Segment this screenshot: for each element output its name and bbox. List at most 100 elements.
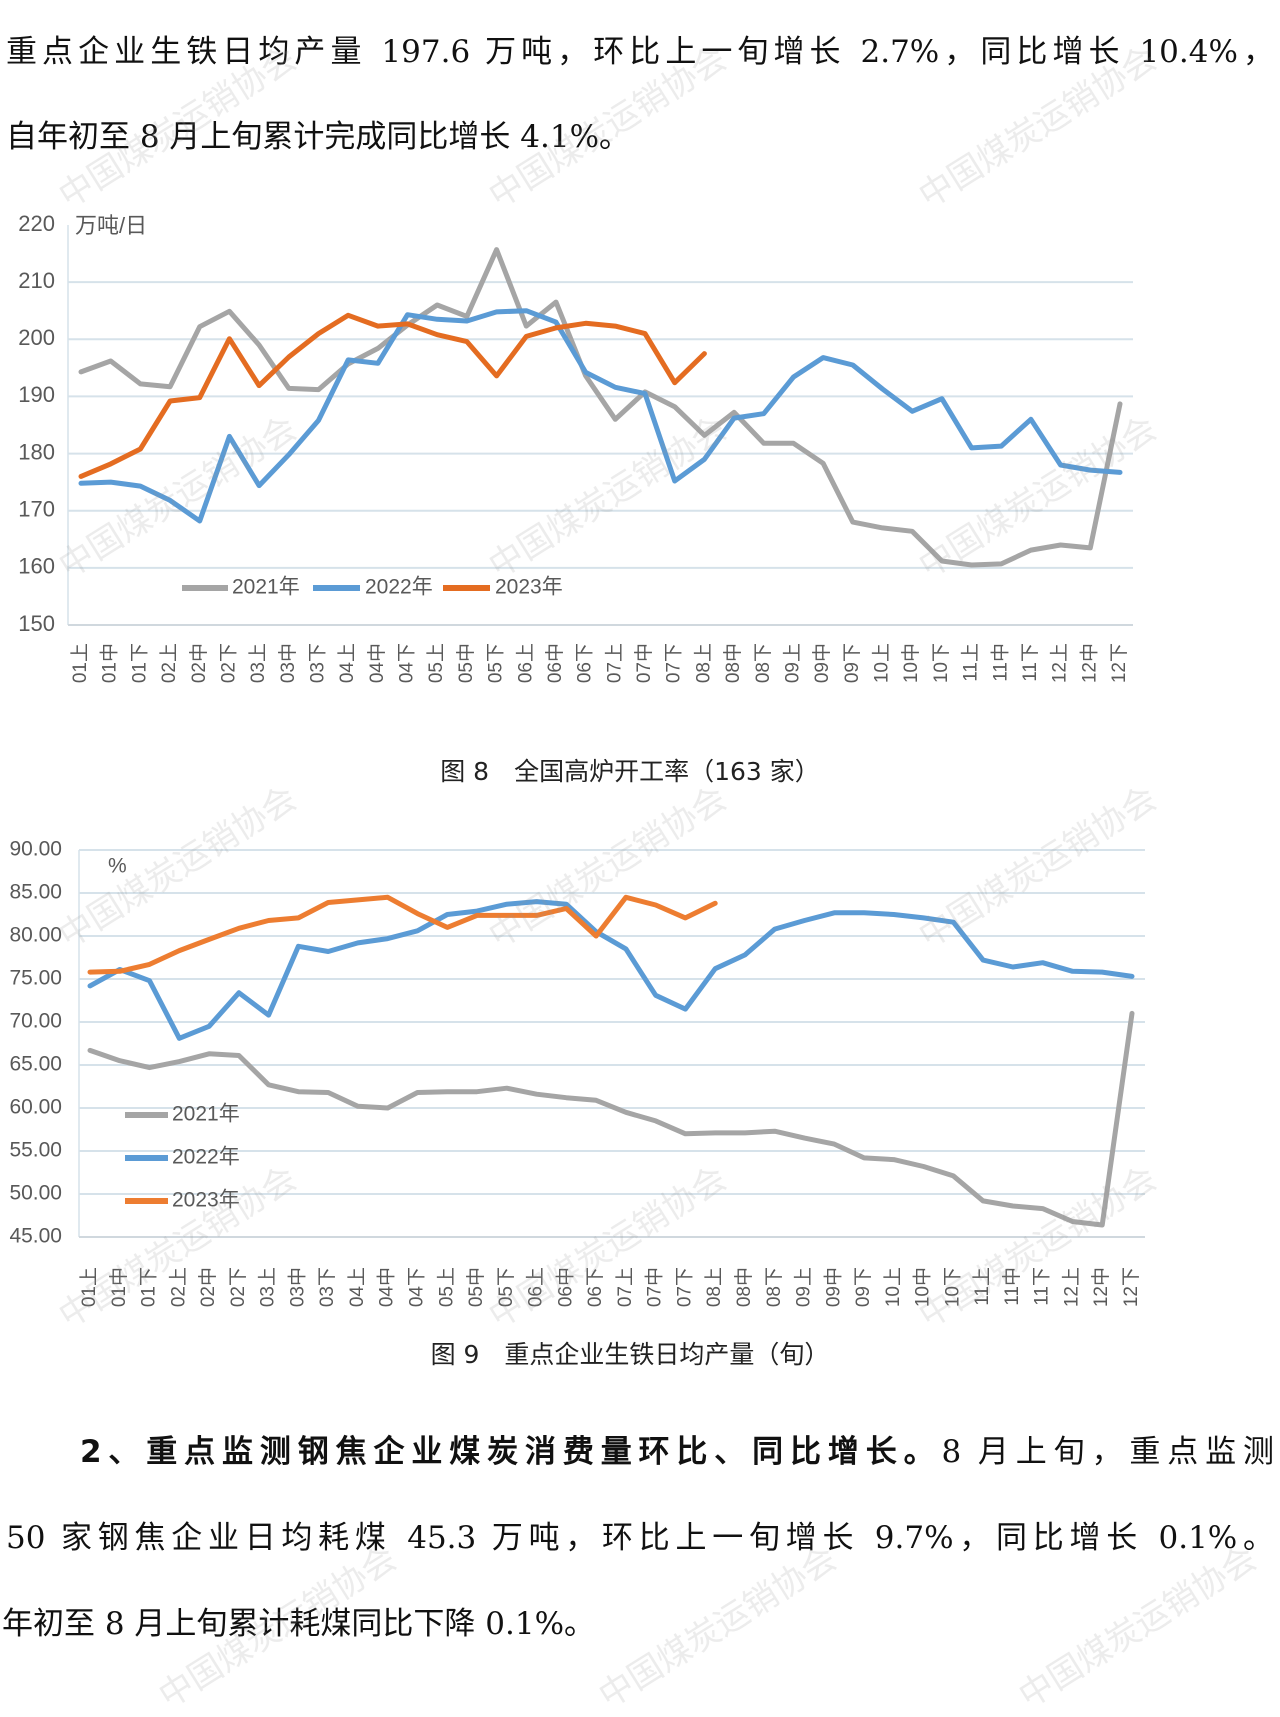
x-tick-label: 10下 [931,643,952,683]
series-line-2022 [78,308,1123,524]
x-tick-label: 02上 [167,1267,189,1307]
x-tick-label: 05上 [425,643,447,683]
y-tick-label: 45.00 [9,1225,62,1248]
figure8-caption: 图 8 全国高炉开工率（163 家） [440,757,820,786]
series-line-2023 [78,312,707,479]
x-tick-label: 07上 [614,1267,636,1307]
x-tick-label: 12中 [1090,1267,1112,1307]
y-tick-label: 210 [18,268,55,293]
x-tick-label: 03中 [277,643,299,683]
x-tick-label: 04中 [376,1267,398,1307]
series-line-2022 [87,899,1135,1041]
x-tick-label: 10上 [871,643,893,683]
x-tick-label: 12下 [1121,1267,1142,1307]
y-tick-label: 55.00 [9,1139,62,1162]
y-tick-label: 75.00 [9,967,62,990]
x-tick-label: 07中 [633,643,655,683]
legend-label: 2023年 [172,1189,240,1212]
x-tick-label: 10中 [900,643,922,683]
x-tick-label: 01上 [69,643,91,683]
x-tick-label: 07下 [664,643,685,683]
x-tick-label: 02下 [228,1267,249,1307]
legend-label: 2021年 [232,576,300,599]
x-tick-label: 07上 [603,643,625,683]
x-tick-label: 08下 [753,643,774,683]
y-tick-label: 170 [18,497,55,522]
y-tick-label: 220 [18,211,55,236]
x-tick-label: 11中 [1001,1267,1023,1306]
x-tick-label: 02中 [197,1267,219,1307]
x-tick-label: 11上 [960,643,982,682]
y-tick-label: 60.00 [9,1096,62,1119]
legend-label: 2022年 [365,576,433,599]
series-line-2021 [87,1010,1135,1228]
x-tick-label: 05中 [455,643,477,683]
x-tick-label: 04下 [407,1267,428,1307]
y-tick-label: 200 [18,325,55,350]
x-tick-label: 06上 [525,1267,547,1307]
x-tick-label: 01下 [139,1267,160,1307]
y-axis-unit: 万吨/日 [75,213,147,238]
blast-furnace-chart: 150 160 170 180 190 200 210 220 万吨/日 01上 01中 01下 02上… [18,211,1133,683]
y-tick-label: 180 [18,439,55,464]
pig-iron-output-chart: 45.00 50.00 55.00 60.00 65.00 70.00 75.00 80.00… [9,838,1145,1307]
x-tick-label: 04上 [336,643,358,683]
x-tick-label: 02上 [158,643,180,683]
y-tick-label: 50.00 [9,1182,62,1205]
x-tick-label: 08上 [703,1267,725,1307]
x-tick-label: 09下 [842,643,863,683]
x-tick-label: 11中 [989,643,1011,682]
y-tick-label: 160 [18,554,55,579]
x-tick-label: 01上 [78,1267,100,1307]
x-tick-label: 10上 [882,1267,904,1307]
y-tick-label: 80.00 [9,924,62,947]
x-tick-label: 06下 [575,643,596,683]
x-tick-label: 11下 [1032,1267,1053,1306]
x-tick-label: 04下 [397,643,418,683]
x-tick-label: 12下 [1109,643,1130,683]
x-tick-label: 11上 [971,1267,993,1306]
x-tick-label: 05上 [435,1267,457,1307]
y-tick-label: 70.00 [9,1010,62,1033]
x-tick-label: 08下 [764,1267,785,1307]
x-tick-label: 09下 [853,1267,874,1307]
x-tick-label: 08中 [733,1267,755,1307]
x-tick-label: 08上 [692,643,714,683]
series-line-2023 [87,894,718,975]
paragraph1-line2: 自年初至 8 月上旬累计完成同比增长 4.1%。 [6,119,631,155]
series-line-2021 [78,247,1123,568]
paragraph1-line1: 重点企业生铁日均产量 197.6 万吨，环比上一旬增长 2.7%，同比增长 10… [6,34,1274,70]
x-tick-label: 04上 [346,1267,368,1307]
x-tick-label: 05下 [496,1267,517,1307]
legend-label: 2022年 [172,1146,240,1169]
x-tick-label: 09中 [822,1267,844,1307]
x-tick-label: 12上 [1060,1267,1082,1307]
x-tick-label: 02中 [188,643,210,683]
y-axis-unit: % [108,855,127,878]
y-tick-label: 85.00 [9,881,62,904]
paragraph2-line1-rest: 8 月上旬，重点监测 [941,1434,1274,1470]
x-tick-label: 03上 [257,1267,279,1307]
x-tick-label: 01下 [129,643,150,683]
figure9-caption: 图 9 重点企业生铁日均产量（旬） [430,1340,830,1369]
x-tick-label: 06中 [544,643,566,683]
legend-label: 2021年 [172,1103,240,1126]
x-tick-label: 09中 [811,643,833,683]
paragraph2-line2: 50 家钢焦企业日均耗煤 45.3 万吨，环比上一旬增长 9.7%，同比增长 0… [6,1520,1274,1556]
x-tick-label: 06上 [514,643,536,683]
x-tick-label: 03中 [286,1267,308,1307]
x-tick-label: 07下 [674,1267,695,1307]
x-tick-label: 01中 [108,1267,130,1307]
x-tick-label: 05下 [486,643,507,683]
x-tick-label: 10中 [912,1267,934,1307]
x-tick-label: 10下 [942,1267,963,1307]
y-tick-label: 190 [18,382,55,407]
x-tick-label: 06下 [585,1267,606,1307]
paragraph2-line3: 年初至 8 月上旬累计耗煤同比下降 0.1%。 [2,1606,596,1642]
x-tick-label: 09上 [781,643,803,683]
x-tick-label: 12上 [1049,643,1071,683]
x-tick-label: 04中 [366,643,388,683]
legend-label: 2023年 [495,576,563,599]
x-tick-label: 03下 [308,643,329,683]
y-tick-label: 90.00 [9,838,62,861]
